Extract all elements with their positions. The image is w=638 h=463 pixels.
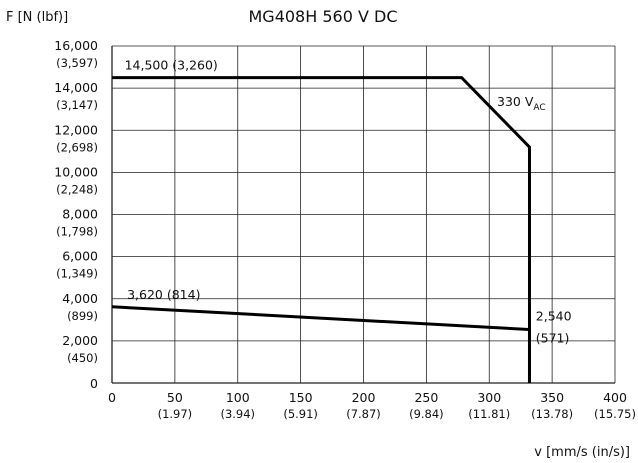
y-tick-label: 0	[90, 376, 98, 391]
x-tick-label: 300	[477, 390, 501, 405]
x-tick-label: 400	[603, 390, 627, 405]
x-tick-sublabel: (13.78)	[531, 407, 573, 421]
series-label-main: 330 V	[497, 94, 534, 109]
series-line-1	[111, 305, 531, 383]
curves	[111, 76, 531, 383]
annotation-label: (571)	[536, 331, 570, 346]
y-tick-sublabel: (899)	[67, 309, 98, 323]
tick-labels: 0 50 (1.97) 100 (3.94) 150 (5.91) 200 (7.87) 250 (…	[54, 38, 636, 421]
x-tick-sublabel: (5.91)	[283, 407, 318, 421]
x-tick-sublabel: (1.97)	[158, 407, 193, 421]
y-tick-sublabel: (2,248)	[56, 182, 98, 196]
y-tick-label: 12,000	[54, 122, 98, 137]
x-tick-label: 200	[352, 390, 376, 405]
y-tick-label: 10,000	[54, 164, 98, 179]
y-tick-label: 16,000	[54, 38, 98, 53]
y-tick-label: 6,000	[62, 249, 98, 264]
series-line-0	[112, 76, 531, 383]
chart-title: MG408H 560 V DC	[248, 7, 397, 26]
x-tick-label: 100	[226, 390, 250, 405]
y-tick-label: 8,000	[62, 207, 98, 222]
x-tick-sublabel: (15.75)	[594, 407, 636, 421]
annotation-label: 2,540	[536, 309, 572, 324]
annotation-label: 14,500 (3,260)	[125, 58, 218, 73]
series-label-330vac: 330 VAC	[497, 94, 546, 113]
x-tick-label: 50	[167, 390, 183, 405]
series-label-sub: AC	[533, 103, 545, 113]
grid	[111, 45, 616, 384]
annotation-label: 3,620 (814)	[127, 287, 200, 302]
y-tick-sublabel: (450)	[67, 351, 98, 365]
x-tick-label: 0	[108, 390, 116, 405]
x-axis-title: v [mm/s (in/s)]	[534, 445, 630, 460]
y-tick-label: 2,000	[62, 333, 98, 348]
x-tick-label: 150	[289, 390, 313, 405]
y-tick-sublabel: (1,798)	[56, 225, 98, 239]
y-tick-sublabel: (1,349)	[56, 267, 98, 281]
x-tick-sublabel: (9.84)	[409, 407, 444, 421]
y-tick-sublabel: (2,698)	[56, 140, 98, 154]
annotations: 14,500 (3,260) 3,620 (814) 2,540 (571)	[125, 58, 572, 346]
y-tick-label: 14,000	[54, 80, 98, 95]
x-tick-label: 250	[414, 390, 438, 405]
x-tick-sublabel: (7.87)	[346, 407, 381, 421]
y-tick-sublabel: (3,147)	[56, 98, 98, 112]
x-tick-sublabel: (3.94)	[220, 407, 255, 421]
x-tick-label: 350	[540, 390, 564, 405]
y-axis-title: F [N (lbf)]	[6, 10, 68, 25]
x-tick-sublabel: (11.81)	[468, 407, 510, 421]
y-tick-label: 4,000	[62, 291, 98, 306]
y-tick-sublabel: (3,597)	[56, 56, 98, 70]
